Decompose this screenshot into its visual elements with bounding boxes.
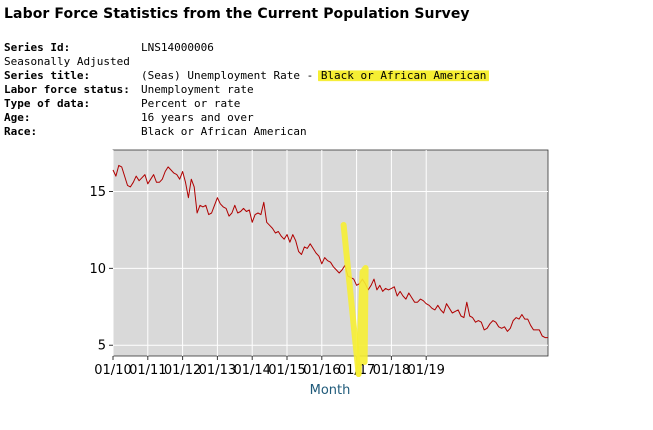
labor-force-status-row: Labor force status: Unemployment rate — [4, 83, 489, 97]
x-tick-label: 01/16 — [303, 363, 340, 378]
series-id-label: Series Id: — [4, 41, 71, 54]
x-tick-label: 01/19 — [407, 363, 444, 378]
seasonal-adjustment-label: Seasonally Adjusted — [4, 55, 130, 68]
series-title-prefix: (Seas) Unemployment Rate - — [141, 69, 320, 82]
x-tick-label: 01/14 — [233, 363, 270, 378]
age-value: 16 years and over — [141, 111, 254, 124]
type-of-data-value: Percent or rate — [141, 97, 241, 110]
race-row: Race: Black or African American — [4, 125, 489, 139]
race-value: Black or African American — [141, 125, 307, 138]
unemployment-rate-chart: 5 10 15 01/1001/1101/1201/1301/1401/1501/16… — [89, 149, 549, 398]
x-tick-label: 01/13 — [199, 363, 236, 378]
type-of-data-row: Type of data: Percent or rate — [4, 97, 489, 111]
age-row: Age: 16 years and over — [4, 111, 489, 125]
y-tick-label: 10 — [89, 262, 106, 277]
x-axis-label: Month — [310, 383, 351, 398]
x-tick-label: 01/18 — [373, 363, 410, 378]
race-label: Race: — [4, 125, 38, 138]
highlighter-stroke-right — [355, 265, 369, 377]
page-title: Labor Force Statistics from the Current … — [4, 6, 470, 22]
x-tick-label: 01/12 — [164, 363, 201, 378]
series-metadata: Series Id: LNS14000006 Seasonally Adjuste… — [4, 41, 490, 139]
age-label: Age: — [4, 111, 31, 124]
y-tick-label: 5 — [98, 339, 106, 354]
series-id-value: LNS14000006 — [141, 41, 214, 54]
series-title-label: Series title: — [4, 69, 91, 82]
series-id-row: Series Id: LNS14000006 — [4, 41, 489, 55]
x-tick-label: 01/10 — [94, 363, 131, 378]
seasonal-adjustment-row: Seasonally Adjusted — [4, 55, 489, 69]
y-tick-label: 15 — [89, 185, 106, 200]
series-line — [112, 164, 548, 339]
x-tick-label: 01/15 — [268, 363, 305, 378]
labor-force-status-label: Labor force status: — [4, 83, 130, 96]
labor-force-status-value: Unemployment rate — [141, 83, 254, 96]
series-title-row: Series title: (Seas) Unemployment Rate - … — [4, 69, 490, 83]
highlighter-stroke-left — [340, 222, 362, 377]
type-of-data-label: Type of data: — [4, 97, 91, 110]
x-tick-label: 01/11 — [129, 363, 166, 378]
series-title-highlight: Black or African American — [317, 69, 490, 82]
series-title-value: (Seas) Unemployment Rate - Black or Afri… — [141, 69, 490, 83]
